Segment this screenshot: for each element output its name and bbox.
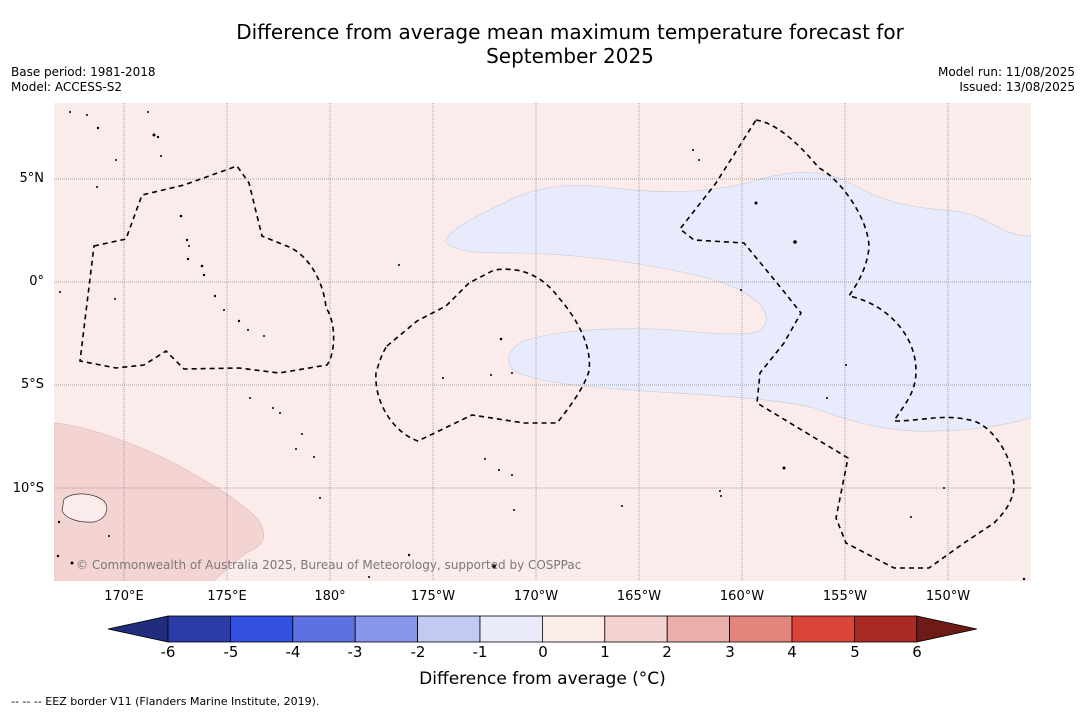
colorbar-swatch <box>230 615 294 643</box>
lon-label-155w: 155°W <box>822 589 868 604</box>
title-line-1: Difference from average mean maximum tem… <box>236 20 904 44</box>
warm-island-area <box>61 493 108 523</box>
map-canvas <box>54 103 1031 581</box>
cbar-tick-neg6: -6 <box>160 643 176 661</box>
cbar-tick-0: 0 <box>538 643 548 661</box>
colorbar-swatch <box>417 615 481 643</box>
warm-anomaly-region <box>54 422 265 581</box>
colorbar-extend-high <box>916 615 977 643</box>
colorbar-swatch <box>729 615 793 643</box>
eez-phoenix <box>375 268 591 442</box>
cbar-tick-3: 3 <box>725 643 735 661</box>
eez-kiribati-gilberts <box>79 165 335 374</box>
colorbar-swatch <box>292 615 356 643</box>
eez-borders <box>79 119 1015 569</box>
colorbar-swatch <box>666 615 731 643</box>
island-markers <box>56 111 1026 581</box>
cbar-tick-neg3: -3 <box>347 643 363 661</box>
eez-legend-note: -- -- -- EEZ border V11 (Flanders Marine… <box>11 695 320 708</box>
cbar-tick-neg1: -1 <box>472 643 488 661</box>
colorbar-swatch <box>791 615 855 643</box>
map-title: Difference from average mean maximum tem… <box>0 20 1085 68</box>
colorbar-swatch <box>354 615 418 643</box>
colorbar-label: Difference from average (°C) <box>419 669 666 689</box>
issued-date: Issued: 13/08/2025 <box>959 80 1075 94</box>
lon-label-150w: 150°W <box>925 589 971 604</box>
run-info: Model run: 11/08/2025 Issued: 13/08/2025 <box>938 65 1075 95</box>
lon-label-175w: 175°W <box>410 589 456 604</box>
lat-label-5n: 5°N <box>19 171 45 186</box>
colorbar-swatch <box>604 615 668 643</box>
lat-label-10s: 10°S <box>12 481 44 496</box>
title-line-2: September 2025 <box>486 44 654 68</box>
model-name: Model: ACCESS-S2 <box>11 80 123 94</box>
cbar-tick-2: 2 <box>662 643 672 661</box>
cbar-tick-neg5: -5 <box>223 643 239 661</box>
lon-label-170w: 170°W <box>513 589 559 604</box>
colorbar-extend-low <box>107 615 169 643</box>
lon-label-175e: 175°E <box>207 589 247 604</box>
cbar-tick-neg4: -4 <box>285 643 301 661</box>
grid-lines <box>54 103 1031 581</box>
lat-label-0: 0° <box>29 274 44 289</box>
cbar-tick-4: 4 <box>787 643 797 661</box>
lon-label-160w: 160°W <box>719 589 765 604</box>
colorbar-swatch <box>167 615 231 643</box>
colorbar-swatches <box>107 615 977 643</box>
cool-anomaly-region <box>444 172 1031 432</box>
cbar-tick-neg2: -2 <box>410 643 426 661</box>
cbar-tick-1: 1 <box>600 643 610 661</box>
colorbar-swatch <box>854 615 918 643</box>
colorbar-swatch <box>479 615 543 643</box>
lat-label-5s: 5°S <box>20 377 44 392</box>
map-panel[interactable] <box>54 103 1031 581</box>
copyright-notice: © Commonwealth of Australia 2025, Bureau… <box>76 558 582 572</box>
base-info: Base period: 1981-2018 Model: ACCESS-S2 <box>11 65 156 95</box>
colorbar <box>106 612 981 650</box>
base-period: Base period: 1981-2018 <box>11 65 156 79</box>
model-run-date: Model run: 11/08/2025 <box>937 65 1075 79</box>
lon-label-165w: 165°W <box>616 589 662 604</box>
colorbar-swatch <box>541 615 606 643</box>
lon-label-180: 180° <box>314 589 346 604</box>
cbar-tick-6: 6 <box>912 643 922 661</box>
lon-label-170e: 170°E <box>104 589 144 604</box>
cbar-tick-5: 5 <box>850 643 860 661</box>
